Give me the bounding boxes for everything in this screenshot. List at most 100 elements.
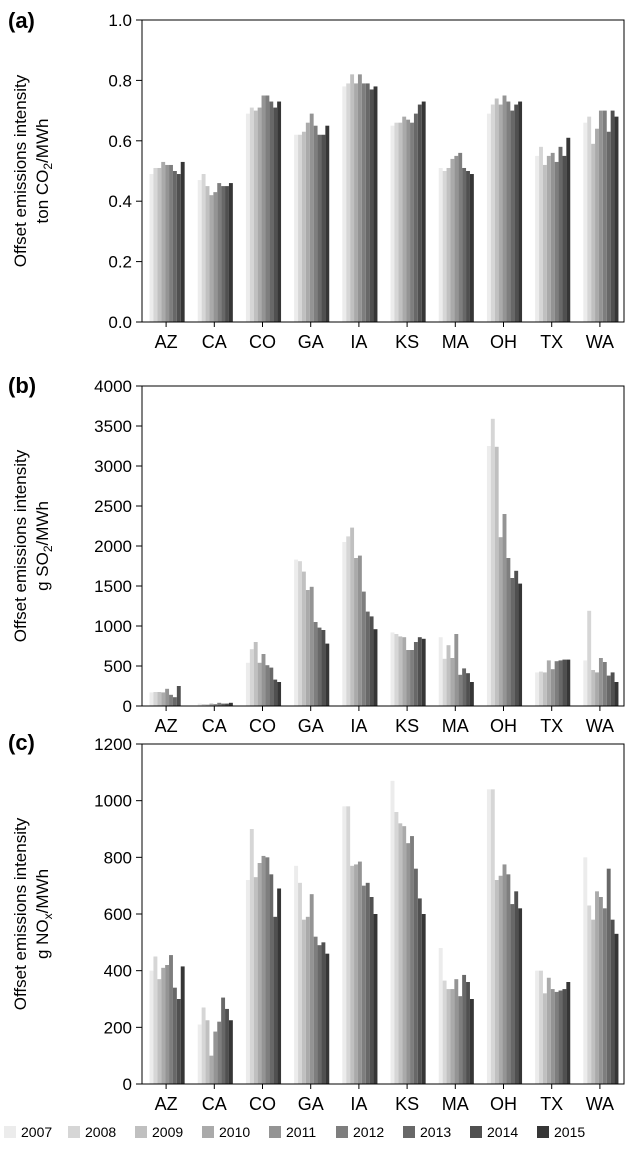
x-tick-label: CO: [249, 1094, 276, 1114]
bar-tx-2014: [562, 155, 567, 322]
bar-az-2013: [172, 697, 177, 706]
bar-wa-2012: [602, 908, 607, 1084]
legend-label-2014: 2014: [487, 1124, 518, 1140]
y-tick-label: 0: [123, 697, 132, 716]
x-tick-label: KS: [395, 1094, 419, 1114]
bar-ia-2014: [369, 616, 374, 706]
bar-wa-2009: [591, 143, 596, 322]
y-tick-label: 200: [104, 1018, 132, 1037]
x-tick-label: IA: [350, 332, 367, 352]
bar-wa-2010: [595, 891, 599, 1084]
bar-ma-2015: [469, 174, 474, 322]
x-tick-label: OH: [490, 716, 517, 736]
bar-co-2015: [277, 888, 282, 1084]
bar-ks-2012: [410, 650, 414, 706]
bar-ks-2007: [390, 632, 395, 706]
bar-co-2013: [269, 667, 274, 706]
panel-letter: (b): [8, 373, 36, 398]
bar-tx-2008: [539, 671, 543, 706]
legend-label-2010: 2010: [219, 1124, 250, 1140]
bar-ma-2014: [466, 982, 470, 1084]
bar-az-2012: [169, 164, 173, 322]
bar-oh-2012: [506, 101, 511, 322]
bar-tx-2008: [539, 970, 543, 1084]
bar-wa-2008: [587, 610, 592, 706]
bar-tx-2011: [550, 669, 555, 706]
bar-oh-2015: [518, 908, 523, 1084]
bar-ma-2013: [462, 167, 467, 322]
bar-tx-2011: [550, 152, 555, 322]
y-tick-label: 0.2: [108, 253, 132, 272]
x-tick-label: GA: [298, 1094, 324, 1114]
bar-ca-2009: [205, 186, 210, 322]
y-tick-label: 3500: [94, 417, 132, 436]
bar-ga-2011: [309, 586, 314, 706]
y-axis-title-line1: Offset emissions intensity: [11, 817, 30, 1010]
bar-oh-2010: [498, 875, 503, 1084]
x-tick-label: KS: [395, 716, 419, 736]
bar-tx-2014: [562, 659, 567, 706]
x-tick-label: OH: [490, 1094, 517, 1114]
x-tick-label: WA: [586, 332, 614, 352]
bar-oh-2009: [494, 446, 499, 706]
y-tick-label: 500: [104, 657, 132, 676]
x-tick-label: CA: [202, 716, 227, 736]
y-tick-label: 0.8: [108, 71, 132, 90]
bar-tx-2014: [562, 989, 567, 1084]
bar-ks-2010: [402, 116, 407, 322]
x-tick-label: TX: [540, 716, 563, 736]
bar-ga-2009: [301, 919, 306, 1084]
bar-ia-2012: [361, 591, 366, 706]
bar-ks-2014: [417, 898, 422, 1084]
bar-co-2013: [269, 874, 274, 1084]
bar-ia-2008: [346, 806, 351, 1084]
bar-wa-2013: [606, 675, 611, 706]
legend-label-2011: 2011: [286, 1124, 316, 1140]
bar-wa-2009: [591, 919, 596, 1084]
bar-ia-2012: [361, 885, 366, 1084]
bar-az-2011: [165, 965, 170, 1084]
y-tick-label: 2500: [94, 497, 132, 516]
bar-ma-2010: [450, 158, 455, 322]
bar-ga-2015: [325, 953, 330, 1084]
bar-wa-2015: [614, 933, 619, 1084]
bar-tx-2015: [566, 659, 571, 706]
bar-ks-2010: [402, 826, 407, 1084]
bar-ks-2007: [390, 125, 395, 322]
bar-ma-2008: [442, 658, 447, 706]
bar-wa-2010: [595, 128, 599, 322]
bar-co-2014: [273, 916, 278, 1084]
bar-ma-2013: [462, 668, 467, 706]
bar-az-2015: [180, 966, 185, 1084]
bar-oh-2011: [502, 864, 507, 1084]
bar-oh-2014: [514, 891, 519, 1084]
bar-oh-2015: [518, 583, 523, 706]
x-tick-label: IA: [350, 716, 367, 736]
legend-swatch-2010: [202, 1126, 214, 1138]
bar-oh-2012: [506, 874, 511, 1084]
y-axis-title-line2: ton CO2/MWh: [33, 119, 55, 224]
bar-az-2009: [157, 692, 162, 706]
legend-label-2009: 2009: [152, 1124, 183, 1140]
bar-co-2011: [261, 95, 266, 322]
x-tick-label: MA: [442, 716, 469, 736]
bar-ma-2008: [442, 171, 447, 322]
bar-ia-2009: [350, 74, 355, 322]
legend-label-2007: 2007: [21, 1124, 52, 1140]
x-tick-label: OH: [490, 332, 517, 352]
bar-ga-2010: [305, 916, 310, 1084]
bar-ga-2012: [313, 936, 318, 1084]
bar-ma-2011: [454, 155, 459, 322]
bar-oh-2009: [494, 98, 499, 323]
bar-ga-2007: [294, 865, 299, 1084]
y-tick-label: 600: [104, 905, 132, 924]
bar-ia-2007: [342, 542, 347, 706]
bar-co-2009: [253, 642, 258, 706]
bar-tx-2013: [558, 146, 563, 322]
x-tick-label: TX: [540, 1094, 563, 1114]
bar-az-2007: [149, 174, 154, 322]
y-tick-label: 1000: [94, 617, 132, 636]
bar-ia-2010: [354, 83, 358, 322]
bar-ga-2015: [325, 125, 330, 322]
y-tick-label: 3000: [94, 457, 132, 476]
